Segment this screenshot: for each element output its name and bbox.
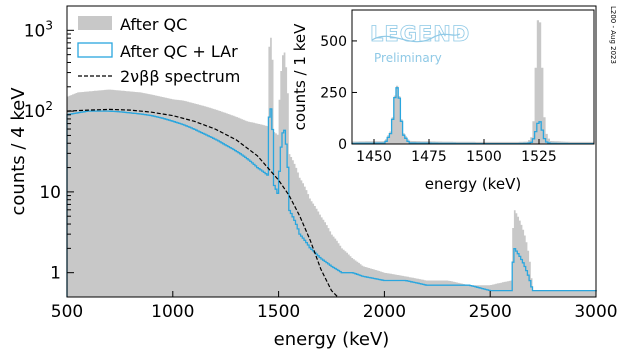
series-2vbb-spectrum xyxy=(66,108,339,298)
inset-x-tick-label: 1475 xyxy=(411,149,447,165)
y-tick-label: 103 xyxy=(24,18,53,41)
x-tick-label: 1500 xyxy=(257,302,300,322)
series-after-qc-lar xyxy=(66,108,597,297)
y-tick-label: 1 xyxy=(50,264,61,284)
main-plot-frame xyxy=(66,5,597,298)
inset-y-tick-label: 500 xyxy=(320,34,347,50)
legend: After QC After QC + LAr 2νββ spectrum xyxy=(77,15,240,86)
x-tick-label: 500 xyxy=(51,302,83,322)
legend-logo: LEGEND Preliminary xyxy=(370,22,470,65)
legend-label: After QC xyxy=(120,15,187,34)
legend-swatch-after-qc xyxy=(78,16,112,30)
inset-x-tick-label: 1450 xyxy=(356,149,392,165)
inset-plot-frame xyxy=(351,9,595,145)
x-tick-label: 3000 xyxy=(574,302,617,322)
x-tick-label: 2000 xyxy=(363,302,406,322)
y-axis-label: counts / 4 keV xyxy=(8,87,29,216)
logo-wordmark: LEGEND xyxy=(370,22,470,46)
y-tick-label: 102 xyxy=(24,99,53,122)
inset-y-tick-label: 250 xyxy=(320,85,347,101)
inset-x-tick-label: 1500 xyxy=(466,149,502,165)
legend-swatch-after-qc-lar xyxy=(77,42,113,58)
x-axis-label: energy (keV) xyxy=(274,329,390,350)
inset-chart: 1450 1475 1500 1525 0 250 500 energy (keV) count… xyxy=(291,9,595,193)
legend-label: 2νββ spectrum xyxy=(120,67,240,86)
x-tick-label: 1000 xyxy=(151,302,194,322)
logo-preliminary: Preliminary xyxy=(374,51,442,65)
inset-y-tick-label: 0 xyxy=(338,137,347,153)
inset-y-axis-label: counts / 1 keV xyxy=(291,23,309,130)
logo-swoosh xyxy=(371,33,461,43)
legend-label: After QC + LAr xyxy=(120,42,238,61)
series-after-qc xyxy=(67,37,597,297)
inset-x-tick-label: 1525 xyxy=(521,149,557,165)
inset-x-axis-label: energy (keV) xyxy=(425,175,521,193)
y-tick-label: 10 xyxy=(39,183,61,203)
x-tick-label: 2500 xyxy=(469,302,512,322)
side-stamp: L200 - Aug 2023 xyxy=(609,6,617,64)
